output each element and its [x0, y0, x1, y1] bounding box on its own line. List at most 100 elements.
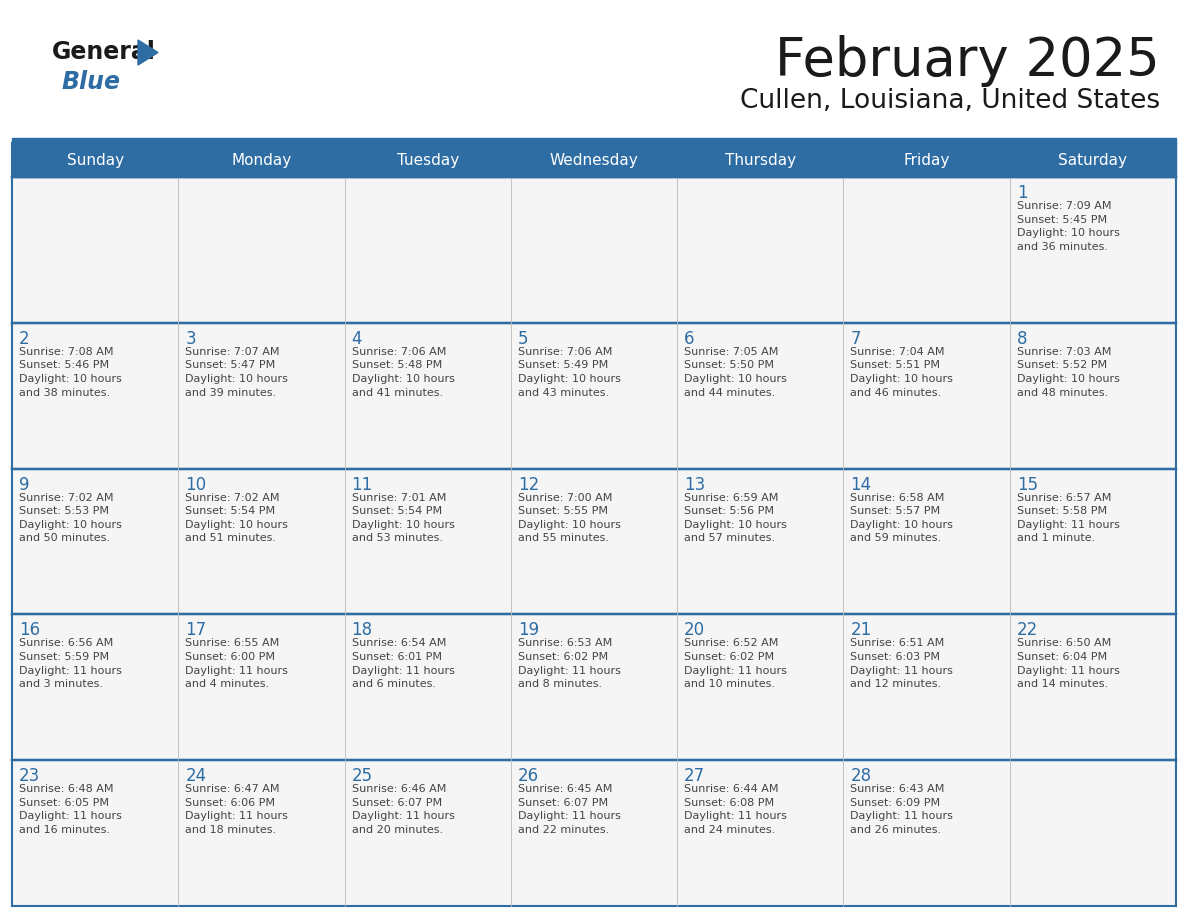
Text: 28: 28	[851, 767, 872, 785]
Text: 9: 9	[19, 476, 30, 494]
Text: Sunrise: 6:44 AM
Sunset: 6:08 PM
Daylight: 11 hours
and 24 minutes.: Sunrise: 6:44 AM Sunset: 6:08 PM Dayligh…	[684, 784, 786, 835]
Text: Sunrise: 6:56 AM
Sunset: 5:59 PM
Daylight: 11 hours
and 3 minutes.: Sunrise: 6:56 AM Sunset: 5:59 PM Dayligh…	[19, 638, 122, 689]
Text: 15: 15	[1017, 476, 1038, 494]
Text: Cullen, Louisiana, United States: Cullen, Louisiana, United States	[740, 88, 1159, 114]
Text: 4: 4	[352, 330, 362, 348]
Text: Wednesday: Wednesday	[550, 152, 638, 167]
Text: 21: 21	[851, 621, 872, 640]
Text: Thursday: Thursday	[725, 152, 796, 167]
Text: Sunrise: 6:46 AM
Sunset: 6:07 PM
Daylight: 11 hours
and 20 minutes.: Sunrise: 6:46 AM Sunset: 6:07 PM Dayligh…	[352, 784, 455, 835]
Text: General: General	[52, 40, 156, 64]
Text: Sunrise: 7:04 AM
Sunset: 5:51 PM
Daylight: 10 hours
and 46 minutes.: Sunrise: 7:04 AM Sunset: 5:51 PM Dayligh…	[851, 347, 953, 397]
Text: Friday: Friday	[903, 152, 949, 167]
Text: Sunrise: 6:48 AM
Sunset: 6:05 PM
Daylight: 11 hours
and 16 minutes.: Sunrise: 6:48 AM Sunset: 6:05 PM Dayligh…	[19, 784, 122, 835]
Text: 24: 24	[185, 767, 207, 785]
Text: Sunrise: 6:54 AM
Sunset: 6:01 PM
Daylight: 11 hours
and 6 minutes.: Sunrise: 6:54 AM Sunset: 6:01 PM Dayligh…	[352, 638, 455, 689]
Bar	[345, 323, 511, 468]
Text: 3: 3	[185, 330, 196, 348]
Text: Sunrise: 7:05 AM
Sunset: 5:50 PM
Daylight: 10 hours
and 44 minutes.: Sunrise: 7:05 AM Sunset: 5:50 PM Dayligh…	[684, 347, 786, 397]
Text: Sunrise: 6:45 AM
Sunset: 6:07 PM
Daylight: 11 hours
and 22 minutes.: Sunrise: 6:45 AM Sunset: 6:07 PM Dayligh…	[518, 784, 621, 835]
Text: Sunrise: 7:06 AM
Sunset: 5:48 PM
Daylight: 10 hours
and 41 minutes.: Sunrise: 7:06 AM Sunset: 5:48 PM Dayligh…	[352, 347, 455, 397]
Text: 14: 14	[851, 476, 872, 494]
Text: Sunrise: 6:47 AM
Sunset: 6:06 PM
Daylight: 11 hours
and 18 minutes.: Sunrise: 6:47 AM Sunset: 6:06 PM Dayligh…	[185, 784, 289, 835]
Text: Monday: Monday	[232, 152, 291, 167]
Text: 10: 10	[185, 476, 207, 494]
Bar	[843, 323, 1010, 468]
Bar	[511, 614, 677, 760]
Text: 27: 27	[684, 767, 706, 785]
Text: 6: 6	[684, 330, 695, 348]
Bar	[1010, 177, 1176, 323]
Bar	[178, 468, 345, 614]
Text: 2: 2	[19, 330, 30, 348]
Text: 26: 26	[518, 767, 539, 785]
Text: Sunrise: 6:57 AM
Sunset: 5:58 PM
Daylight: 11 hours
and 1 minute.: Sunrise: 6:57 AM Sunset: 5:58 PM Dayligh…	[1017, 493, 1119, 543]
Text: Sunrise: 7:09 AM
Sunset: 5:45 PM
Daylight: 10 hours
and 36 minutes.: Sunrise: 7:09 AM Sunset: 5:45 PM Dayligh…	[1017, 201, 1119, 252]
Text: Sunrise: 7:01 AM
Sunset: 5:54 PM
Daylight: 10 hours
and 53 minutes.: Sunrise: 7:01 AM Sunset: 5:54 PM Dayligh…	[352, 493, 455, 543]
Text: 1: 1	[1017, 184, 1028, 202]
Text: 12: 12	[518, 476, 539, 494]
Bar	[511, 760, 677, 906]
Text: February 2025: February 2025	[776, 35, 1159, 87]
Text: 19: 19	[518, 621, 539, 640]
Text: Sunrise: 6:59 AM
Sunset: 5:56 PM
Daylight: 10 hours
and 57 minutes.: Sunrise: 6:59 AM Sunset: 5:56 PM Dayligh…	[684, 493, 786, 543]
Bar	[12, 760, 178, 906]
Bar	[12, 468, 178, 614]
Bar	[843, 468, 1010, 614]
Bar	[12, 143, 1176, 177]
Text: 7: 7	[851, 330, 861, 348]
Text: 20: 20	[684, 621, 706, 640]
Bar	[178, 177, 345, 323]
Text: Sunrise: 7:00 AM
Sunset: 5:55 PM
Daylight: 10 hours
and 55 minutes.: Sunrise: 7:00 AM Sunset: 5:55 PM Dayligh…	[518, 493, 621, 543]
Bar	[843, 760, 1010, 906]
Text: Sunrise: 6:51 AM
Sunset: 6:03 PM
Daylight: 11 hours
and 12 minutes.: Sunrise: 6:51 AM Sunset: 6:03 PM Dayligh…	[851, 638, 953, 689]
Bar	[677, 760, 843, 906]
Text: 5: 5	[518, 330, 529, 348]
Polygon shape	[138, 40, 158, 65]
Text: Saturday: Saturday	[1059, 152, 1127, 167]
Text: Sunrise: 7:02 AM
Sunset: 5:54 PM
Daylight: 10 hours
and 51 minutes.: Sunrise: 7:02 AM Sunset: 5:54 PM Dayligh…	[185, 493, 289, 543]
Bar	[1010, 760, 1176, 906]
Bar	[345, 177, 511, 323]
Bar	[677, 614, 843, 760]
Text: Sunrise: 6:55 AM
Sunset: 6:00 PM
Daylight: 11 hours
and 4 minutes.: Sunrise: 6:55 AM Sunset: 6:00 PM Dayligh…	[185, 638, 289, 689]
Text: 23: 23	[19, 767, 40, 785]
Text: 17: 17	[185, 621, 207, 640]
Bar	[12, 614, 178, 760]
Text: 8: 8	[1017, 330, 1028, 348]
Bar	[843, 177, 1010, 323]
Bar	[12, 138, 1176, 143]
Bar	[345, 614, 511, 760]
Bar	[12, 177, 178, 323]
Text: 25: 25	[352, 767, 373, 785]
Text: Sunrise: 7:03 AM
Sunset: 5:52 PM
Daylight: 10 hours
and 48 minutes.: Sunrise: 7:03 AM Sunset: 5:52 PM Dayligh…	[1017, 347, 1119, 397]
Bar	[345, 760, 511, 906]
Text: Sunrise: 7:02 AM
Sunset: 5:53 PM
Daylight: 10 hours
and 50 minutes.: Sunrise: 7:02 AM Sunset: 5:53 PM Dayligh…	[19, 493, 122, 543]
Text: Blue: Blue	[62, 70, 121, 94]
Bar	[12, 323, 178, 468]
Bar	[345, 468, 511, 614]
Text: Sunrise: 7:06 AM
Sunset: 5:49 PM
Daylight: 10 hours
and 43 minutes.: Sunrise: 7:06 AM Sunset: 5:49 PM Dayligh…	[518, 347, 621, 397]
Bar	[178, 323, 345, 468]
Bar	[1010, 323, 1176, 468]
Text: Sunrise: 7:07 AM
Sunset: 5:47 PM
Daylight: 10 hours
and 39 minutes.: Sunrise: 7:07 AM Sunset: 5:47 PM Dayligh…	[185, 347, 289, 397]
Bar	[677, 468, 843, 614]
Text: 16: 16	[19, 621, 40, 640]
Text: 18: 18	[352, 621, 373, 640]
Bar	[511, 468, 677, 614]
Text: 11: 11	[352, 476, 373, 494]
Text: Tuesday: Tuesday	[397, 152, 459, 167]
Text: Sunrise: 6:58 AM
Sunset: 5:57 PM
Daylight: 10 hours
and 59 minutes.: Sunrise: 6:58 AM Sunset: 5:57 PM Dayligh…	[851, 493, 953, 543]
Text: Sunrise: 6:50 AM
Sunset: 6:04 PM
Daylight: 11 hours
and 14 minutes.: Sunrise: 6:50 AM Sunset: 6:04 PM Dayligh…	[1017, 638, 1119, 689]
Bar	[677, 177, 843, 323]
Text: Sunrise: 6:53 AM
Sunset: 6:02 PM
Daylight: 11 hours
and 8 minutes.: Sunrise: 6:53 AM Sunset: 6:02 PM Dayligh…	[518, 638, 621, 689]
Text: 22: 22	[1017, 621, 1038, 640]
Bar	[178, 614, 345, 760]
Text: Sunrise: 7:08 AM
Sunset: 5:46 PM
Daylight: 10 hours
and 38 minutes.: Sunrise: 7:08 AM Sunset: 5:46 PM Dayligh…	[19, 347, 122, 397]
Bar	[677, 323, 843, 468]
Text: Sunday: Sunday	[67, 152, 124, 167]
Bar	[511, 323, 677, 468]
Bar	[1010, 468, 1176, 614]
Text: 13: 13	[684, 476, 706, 494]
Bar	[1010, 614, 1176, 760]
